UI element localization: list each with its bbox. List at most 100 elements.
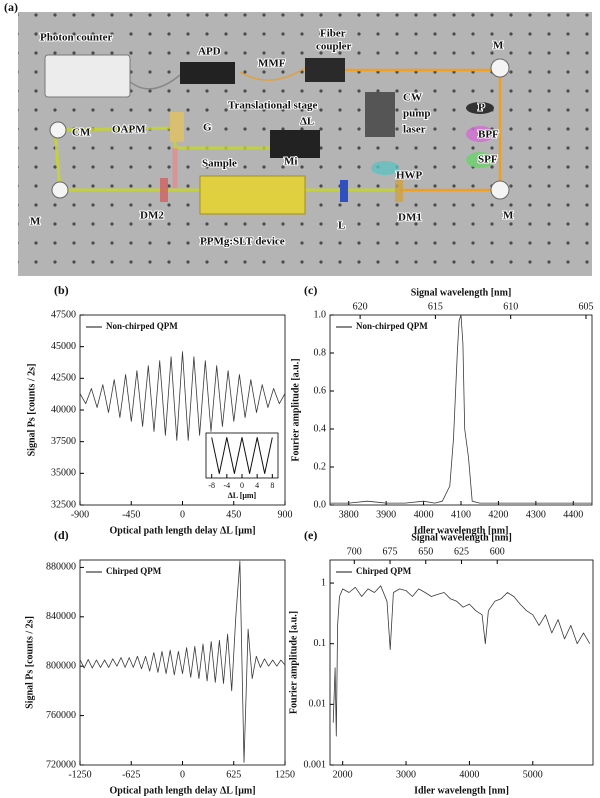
x2-tick-label: 610	[503, 301, 518, 312]
y-tick-label: 880000	[46, 562, 76, 573]
plot-frame	[205, 432, 279, 479]
plot-frame	[329, 314, 593, 506]
y-tick-label: 760000	[46, 710, 76, 721]
diagram-label: P	[478, 102, 485, 114]
panel-label: (d)	[54, 528, 69, 542]
x-tick-label: 3000	[396, 769, 416, 780]
diagram-label: DM2	[140, 210, 164, 222]
panel-label: (a)	[4, 0, 18, 14]
plot-frame	[329, 559, 594, 766]
y-axis-label: Signal Ps [counts / 2s]	[26, 364, 37, 457]
x2-tick-label: 600	[490, 546, 505, 557]
y-tick-label: 0.6	[314, 385, 327, 396]
mirror	[490, 180, 510, 200]
ppmg-slt-device	[199, 175, 306, 215]
panel-label: (b)	[54, 283, 69, 297]
x-tick-label: 3900	[376, 509, 396, 520]
chart-panel: 0.001 0.01 0.1 1 2000 3000 4000 5000 700 675 650 62…	[288, 528, 594, 796]
x-tick-label: 4	[255, 481, 259, 490]
mirror	[490, 58, 510, 78]
diagram-label: Fiber	[320, 28, 346, 40]
x-tick-label: 4000	[414, 509, 434, 520]
x2-tick-label: 675	[383, 546, 398, 557]
y-tick-label: 720000	[46, 759, 76, 770]
x-tick-label: 3800	[339, 509, 359, 520]
y-tick-label: 0.001	[304, 759, 327, 770]
apd	[180, 62, 235, 84]
y-tick-label: 45000	[51, 341, 76, 352]
pump-beam	[340, 68, 502, 192]
x-tick-label: 2000	[333, 769, 353, 780]
diagram-label: M	[493, 40, 504, 52]
fiber	[239, 67, 306, 81]
y-tick-label: 32500	[51, 499, 76, 510]
x-tick-label: -8	[208, 481, 215, 490]
chart-panel: 720000 760000 800000 840000 880000 -1250 -625 0…	[24, 528, 295, 797]
x2-tick-label: 700	[347, 546, 362, 557]
y-axis-label: Fourier amplitude [a.u.]	[290, 358, 301, 461]
x-tick-label: -450	[122, 509, 140, 520]
x-tick-label: -4	[224, 481, 231, 490]
x-tick-label: 4000	[459, 769, 479, 780]
diagram-label: M	[30, 216, 41, 228]
y-tick-label: 0.4	[314, 423, 327, 434]
data-line	[211, 437, 273, 474]
y-tick-label: 0.1	[314, 638, 327, 649]
x2-tick-label: 615	[428, 301, 443, 312]
signal-beam	[53, 126, 400, 192]
diagram-label: BPF	[478, 129, 499, 141]
panel-label: (e)	[304, 528, 317, 542]
spf	[466, 152, 494, 168]
x-tick-label: -625	[122, 769, 140, 780]
dm2	[160, 178, 168, 202]
x-axis-label: Optical path length delay ΔL [μm]	[109, 785, 255, 796]
data-line	[79, 560, 286, 763]
diagram-label: L	[338, 220, 345, 232]
x-tick-label: 5000	[523, 769, 543, 780]
diagram-label: Translational stage	[228, 100, 317, 112]
y-tick-label: 37500	[51, 436, 76, 447]
diagram-label: G	[203, 122, 212, 134]
y-tick-label: 35000	[51, 468, 76, 479]
y-axis-label: Fourier amplitude [a.u.]	[288, 611, 299, 714]
legend-label: Non-chirped QPM	[356, 321, 428, 331]
x2-axis-label: Signal wavelength [nm]	[411, 532, 512, 543]
diagram-label: OAPM	[112, 124, 146, 136]
lens	[340, 180, 348, 202]
diagram-label: CW	[403, 92, 422, 104]
data-line	[330, 314, 592, 504]
setup-photo	[18, 12, 592, 276]
y-tick-label: 800000	[46, 661, 76, 672]
oapm	[170, 112, 184, 142]
diagram-label: coupler	[316, 41, 352, 53]
x-tick-label: 0	[180, 509, 185, 520]
x2-tick-label: 605	[578, 301, 593, 312]
legend-label: Chirped QPM	[106, 566, 162, 576]
x-tick-label: 0	[240, 481, 244, 490]
panel-label: (c)	[304, 283, 317, 297]
diagram-label: Photon counter	[40, 32, 113, 44]
cable	[127, 74, 181, 90]
x2-tick-label: 620	[353, 301, 368, 312]
x-tick-label: 900	[278, 509, 293, 520]
polarizer	[466, 102, 494, 114]
x-axis-label: Optical path length delay ΔL [μm]	[109, 525, 255, 536]
y-tick-label: 0.01	[309, 699, 327, 710]
diagram-label: SPF	[478, 154, 498, 166]
x-tick-label: 4400	[563, 509, 583, 520]
y-tick-label: 42500	[51, 373, 76, 384]
inset: -8 -4 0 4 8 ΔL [μm]	[205, 432, 279, 500]
hwp	[371, 161, 399, 175]
cw-laser	[365, 92, 395, 137]
x-tick-label: 4200	[488, 509, 508, 520]
diagram-label: Mi	[284, 156, 297, 168]
y-tick-label: 47500	[51, 309, 76, 320]
x2-axis-label: Signal wavelength [nm]	[411, 287, 512, 298]
translational-stage	[270, 130, 320, 158]
photon-counter	[44, 54, 131, 98]
diagram-label: M	[503, 210, 514, 222]
x2-tick-label: 625	[454, 546, 469, 557]
curved-mirror	[49, 121, 67, 139]
